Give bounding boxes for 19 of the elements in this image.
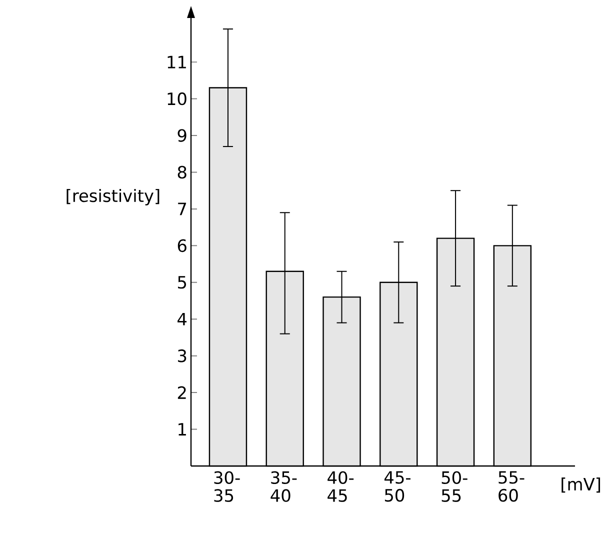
x-axis-title: [mV] (562, 478, 600, 493)
x-tick-label: 35-40 (270, 471, 297, 502)
x-tick-label: 40-45 (328, 471, 354, 502)
y-tick-label: 8 (178, 166, 186, 179)
y-axis-title: [resistivity] (66, 188, 160, 206)
y-tick-label: 4 (178, 312, 187, 326)
y-tick-label: 10 (168, 92, 186, 106)
y-tick-label: 11 (168, 56, 186, 68)
y-tick-label: 5 (178, 276, 186, 289)
y-tick-label: 7 (178, 202, 186, 216)
y-tick-label: 2 (178, 386, 186, 399)
x-tick-label: 45-50 (384, 471, 410, 502)
x-tick-label: 50-55 (442, 471, 468, 502)
y-tick-label: 9 (178, 129, 186, 142)
x-tick-label: 55-60 (498, 471, 524, 502)
y-tick-label: 1 (178, 423, 186, 436)
y-tick-label: 3 (178, 349, 186, 362)
y-tick-label: 6 (178, 239, 186, 252)
x-tick-label: 30-35 (214, 471, 240, 502)
